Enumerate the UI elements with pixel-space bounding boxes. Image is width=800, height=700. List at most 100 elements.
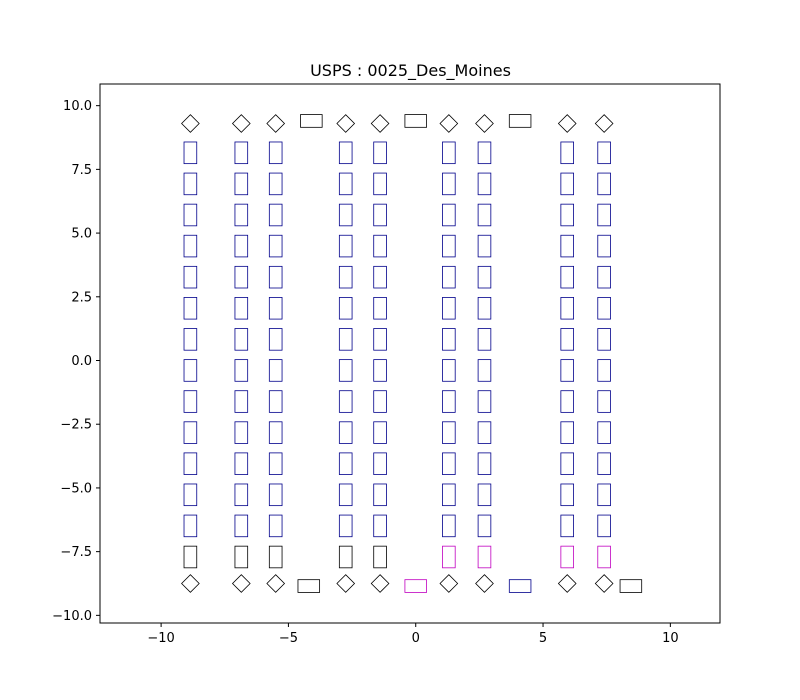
diamond-marker xyxy=(439,114,459,133)
parking-rect xyxy=(477,545,492,569)
parking-rect xyxy=(442,514,456,538)
parking-rect xyxy=(597,172,611,196)
parking-rect xyxy=(234,421,249,444)
chart-marks xyxy=(181,114,643,593)
parking-rect xyxy=(597,234,611,258)
parking-rect xyxy=(477,234,492,258)
y-tick-label: 0.0 xyxy=(71,354,92,369)
y-tick-label: −10.0 xyxy=(52,609,92,624)
parking-rect xyxy=(234,141,249,165)
diamond-marker xyxy=(475,574,494,593)
diamond-marker xyxy=(181,574,200,593)
parking-rect xyxy=(338,234,353,258)
parking-rect xyxy=(183,390,198,413)
horizontal-rect-marker xyxy=(508,114,532,128)
parking-rect xyxy=(268,234,283,258)
parking-rect xyxy=(442,172,456,196)
parking-rect xyxy=(373,545,387,569)
parking-rect xyxy=(477,297,492,320)
parking-rect xyxy=(597,514,611,538)
parking-rect xyxy=(442,297,456,320)
parking-rect xyxy=(234,545,249,569)
parking-rect xyxy=(373,234,387,258)
parking-rect xyxy=(183,265,198,289)
parking-rect xyxy=(234,234,249,258)
parking-rect xyxy=(597,328,611,351)
diamond-marker xyxy=(594,114,614,133)
horizontal-rect-marker xyxy=(404,114,427,128)
parking-rect xyxy=(560,172,574,196)
parking-rect xyxy=(442,452,456,475)
parking-rect xyxy=(373,328,387,351)
parking-rect xyxy=(183,514,198,538)
parking-rect xyxy=(183,328,198,351)
parking-rect xyxy=(373,141,387,165)
parking-rect xyxy=(338,514,353,538)
parking-rect xyxy=(597,203,611,227)
parking-rect xyxy=(234,452,249,475)
parking-rect xyxy=(442,141,456,165)
parking-rect xyxy=(183,452,198,475)
parking-rect xyxy=(442,483,456,507)
parking-rect xyxy=(597,265,611,289)
parking-rect xyxy=(597,545,611,569)
parking-rect xyxy=(442,203,456,227)
horizontal-rect-marker xyxy=(404,579,427,593)
parking-rect xyxy=(560,359,574,382)
parking-rect xyxy=(268,297,283,320)
parking-rect xyxy=(442,421,456,444)
parking-rect xyxy=(373,265,387,289)
diamond-marker xyxy=(594,574,614,593)
parking-rect xyxy=(234,514,249,538)
diamond-marker xyxy=(557,574,577,593)
horizontal-rect-marker xyxy=(619,579,643,593)
parking-rect xyxy=(183,141,198,165)
parking-rect xyxy=(597,483,611,507)
parking-rect xyxy=(597,452,611,475)
parking-rect xyxy=(234,297,249,320)
chart-title: USPS : 0025_Des_Moines xyxy=(310,61,511,81)
parking-rect xyxy=(373,359,387,382)
diamond-marker xyxy=(266,574,286,593)
parking-rect xyxy=(268,483,283,507)
parking-rect xyxy=(338,203,353,227)
parking-rect xyxy=(560,328,574,351)
parking-rect xyxy=(373,203,387,227)
parking-rect xyxy=(560,265,574,289)
parking-rect xyxy=(338,452,353,475)
parking-rect xyxy=(183,421,198,444)
parking-rect xyxy=(477,172,492,196)
parking-rect xyxy=(373,483,387,507)
parking-rect xyxy=(477,390,492,413)
parking-rect xyxy=(234,265,249,289)
parking-rect xyxy=(268,390,283,413)
parking-rect xyxy=(268,545,283,569)
parking-rect xyxy=(183,359,198,382)
parking-rect xyxy=(560,545,574,569)
chart-axes: −10 −5 0 5 10 −10.0 −7.5 −5.0 −2.5 0.0 2.5 5.0 7.5 10… xyxy=(52,83,721,646)
parking-rect xyxy=(234,203,249,227)
parking-rect xyxy=(597,359,611,382)
parking-rect xyxy=(268,172,283,196)
parking-rect xyxy=(268,452,283,475)
parking-rect xyxy=(560,390,574,413)
y-tick-label: −7.5 xyxy=(60,545,92,560)
parking-rect xyxy=(338,390,353,413)
parking-rect xyxy=(442,234,456,258)
parking-rect xyxy=(268,203,283,227)
diamond-marker xyxy=(557,114,577,133)
y-tick-label: 2.5 xyxy=(71,290,92,305)
diamond-marker xyxy=(475,114,494,133)
parking-rect xyxy=(338,265,353,289)
parking-rect xyxy=(597,297,611,320)
horizontal-rect-marker xyxy=(300,114,323,128)
parking-rect xyxy=(338,483,353,507)
parking-rect xyxy=(183,483,198,507)
diamond-marker xyxy=(370,114,390,133)
parking-rect xyxy=(560,203,574,227)
parking-rect xyxy=(338,297,353,320)
parking-rect xyxy=(477,514,492,538)
x-tick-label: 10 xyxy=(662,631,679,646)
parking-rect xyxy=(477,203,492,227)
diamond-marker xyxy=(181,114,200,133)
